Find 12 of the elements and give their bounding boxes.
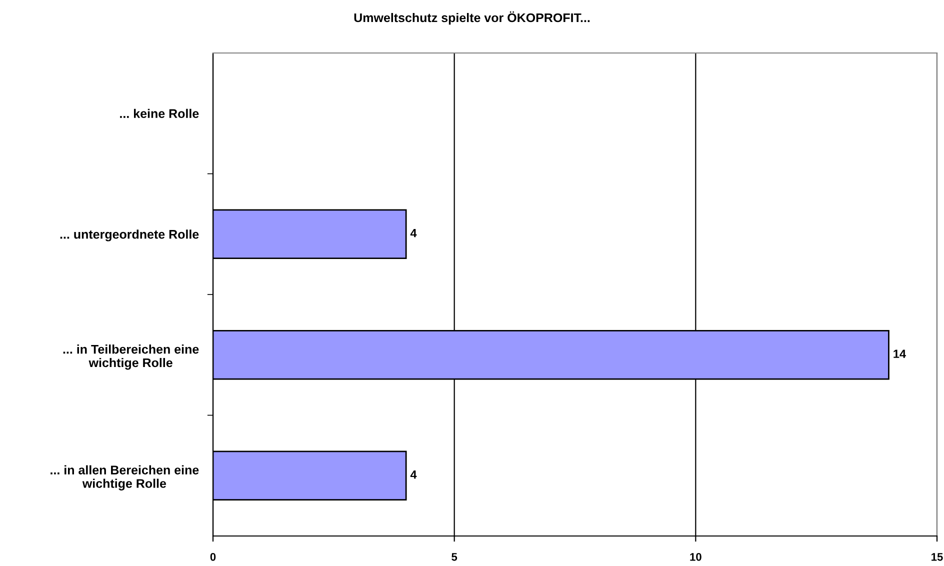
chart-title: Umweltschutz spielte vor ÖKOPROFIT... [354, 11, 590, 25]
x-tick-label: 10 [690, 552, 702, 561]
y-tick-label: ... keine Rolle [120, 108, 199, 118]
x-tick-label: 5 [452, 553, 458, 561]
x-tick-label: 15 [932, 553, 943, 561]
y-tick-label: ... untergeordnete Rolle [60, 230, 199, 242]
data-label: 4 [410, 470, 417, 479]
y-tick-label: ... in allen Bereichen eine wichtige Rolle [50, 465, 199, 490]
y-tick-label: ... in Teilbereichen eine wichtige Rolle [63, 344, 199, 370]
data-label: 4 [410, 229, 417, 238]
data-label: 14 [894, 350, 906, 358]
x-tick-label: 0 [210, 552, 216, 561]
